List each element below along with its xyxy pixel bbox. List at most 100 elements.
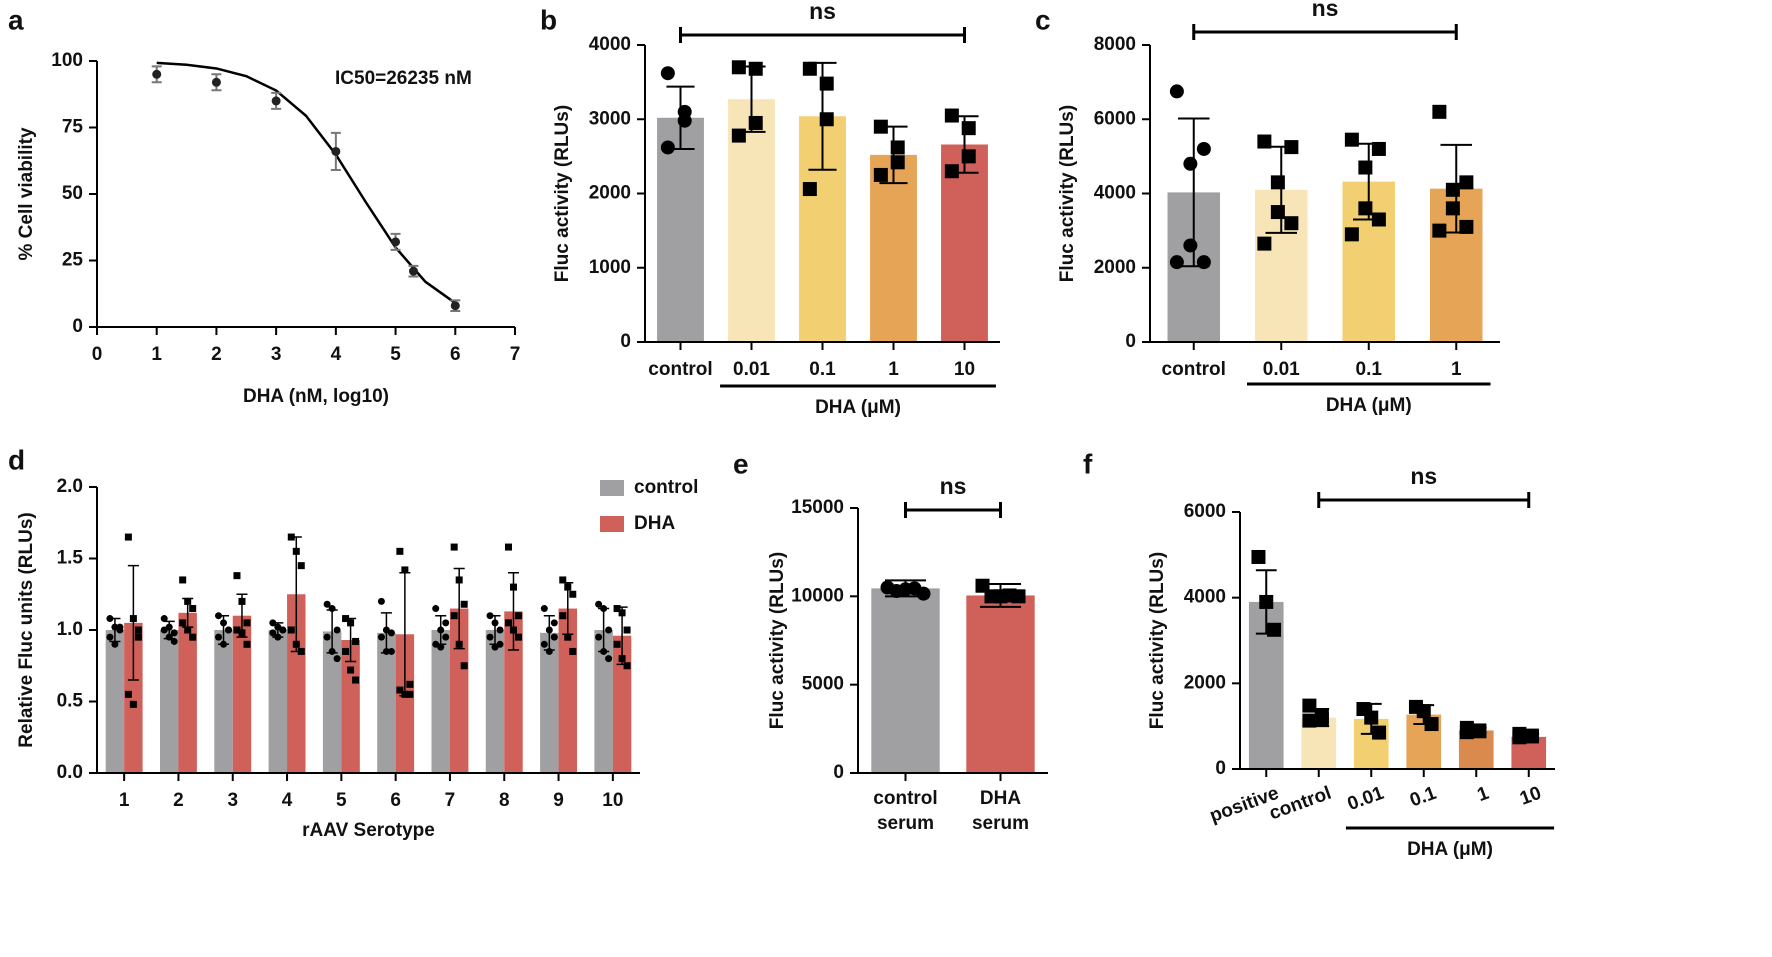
- y-tick-label: 1.5: [57, 548, 84, 569]
- data-point: [486, 633, 494, 641]
- data-point: [233, 572, 241, 580]
- data-point: [347, 666, 355, 674]
- x-tick-label: 5: [390, 344, 401, 365]
- x-tick-label: serum: [877, 813, 934, 834]
- data-point: [984, 589, 999, 604]
- data-point: [1344, 227, 1359, 242]
- data-point: [1445, 182, 1460, 197]
- x-tick-label: 1: [888, 359, 899, 380]
- data-point: [323, 600, 331, 608]
- y-axis-label: Fluc activity (RLUs): [552, 105, 573, 282]
- data-point: [170, 629, 178, 637]
- data-point: [1251, 549, 1266, 564]
- data-point: [1183, 156, 1198, 171]
- data-point: [1314, 711, 1329, 726]
- bar: [377, 632, 396, 773]
- data-point: [605, 655, 613, 663]
- y-axis-label: Fluc activity (RLUs): [1057, 105, 1078, 282]
- x-tick-label: 10: [602, 790, 623, 811]
- x-tick-label: 0.1: [809, 359, 836, 380]
- data-point: [509, 583, 517, 591]
- data-point: [1459, 725, 1474, 740]
- data-point: [269, 619, 277, 627]
- data-point: [238, 597, 246, 605]
- data-point: [802, 61, 817, 76]
- bar: [449, 608, 469, 773]
- data-point: [550, 633, 558, 641]
- data-point: [1424, 717, 1439, 732]
- data-point: [504, 619, 512, 627]
- data-point: [564, 633, 572, 641]
- data-point: [623, 662, 631, 670]
- data-point: [600, 605, 608, 613]
- data-point: [1169, 84, 1184, 99]
- x-tick-label: control: [873, 788, 937, 809]
- data-point: [1196, 255, 1211, 270]
- data-point: [406, 680, 414, 688]
- data-point: [559, 576, 567, 584]
- bar: [540, 632, 559, 773]
- significance-label: ns: [1312, 0, 1339, 21]
- x-tick-label: 6: [390, 790, 401, 811]
- bar: [287, 594, 306, 773]
- data-point: [382, 647, 390, 655]
- data-point: [1432, 104, 1447, 119]
- data-point: [1344, 132, 1359, 147]
- panel-letter: e: [733, 448, 749, 479]
- data-point: [460, 662, 468, 670]
- data-point: [802, 182, 817, 197]
- x-axis-label: rAAV Serotype: [302, 820, 435, 841]
- x-tick-label: 7: [445, 790, 456, 811]
- bar: [871, 588, 940, 773]
- data-point: [455, 640, 463, 648]
- data-point: [1196, 141, 1211, 156]
- data-point: [1284, 216, 1299, 231]
- y-tick-label: 0.5: [57, 691, 84, 712]
- data-point: [600, 647, 608, 655]
- bar: [105, 630, 125, 773]
- panel-letter: c: [1035, 4, 1051, 35]
- data-point: [1270, 205, 1285, 220]
- data-point: [890, 155, 905, 170]
- data-point: [569, 647, 577, 655]
- data-point: [342, 615, 350, 623]
- x-tick-label: 4: [282, 790, 293, 811]
- significance-bracket: [904, 502, 1002, 518]
- data-point: [450, 543, 458, 551]
- data-point: [450, 301, 460, 311]
- data-point: [328, 605, 336, 613]
- group-label: DHA (μM): [815, 397, 901, 418]
- data-point: [1416, 704, 1431, 719]
- y-tick-label: 2.0: [57, 476, 83, 497]
- y-tick-label: 75: [62, 117, 84, 138]
- data-point: [442, 633, 450, 641]
- significance-bracket: [679, 27, 966, 43]
- data-point: [890, 140, 905, 155]
- data-point: [347, 619, 355, 627]
- x-tick-label: 1: [1451, 359, 1462, 380]
- data-point: [160, 626, 168, 634]
- x-tick-label: 9: [553, 790, 564, 811]
- data-point: [496, 626, 504, 634]
- data-point: [442, 619, 450, 627]
- y-tick-label: 4000: [1184, 587, 1226, 608]
- panel-letter: d: [8, 444, 25, 475]
- y-axis-label: Fluc activity (RLUs): [1147, 552, 1168, 729]
- data-point: [1371, 141, 1386, 156]
- data-point: [179, 576, 187, 584]
- data-point: [1445, 201, 1460, 216]
- x-tick-label: control: [648, 359, 712, 380]
- data-point: [160, 615, 168, 623]
- data-point: [873, 167, 888, 182]
- x-tick-label: 0.01: [1345, 783, 1387, 816]
- data-point: [595, 600, 603, 608]
- panel-letter: a: [8, 4, 24, 35]
- data-point: [545, 647, 553, 655]
- data-point: [460, 600, 468, 608]
- bar: [232, 615, 252, 773]
- bar: [322, 631, 342, 773]
- x-tick-label: DHA: [980, 788, 1021, 809]
- x-tick-label: 1: [1475, 783, 1493, 806]
- data-point: [333, 655, 341, 663]
- data-point: [243, 619, 251, 627]
